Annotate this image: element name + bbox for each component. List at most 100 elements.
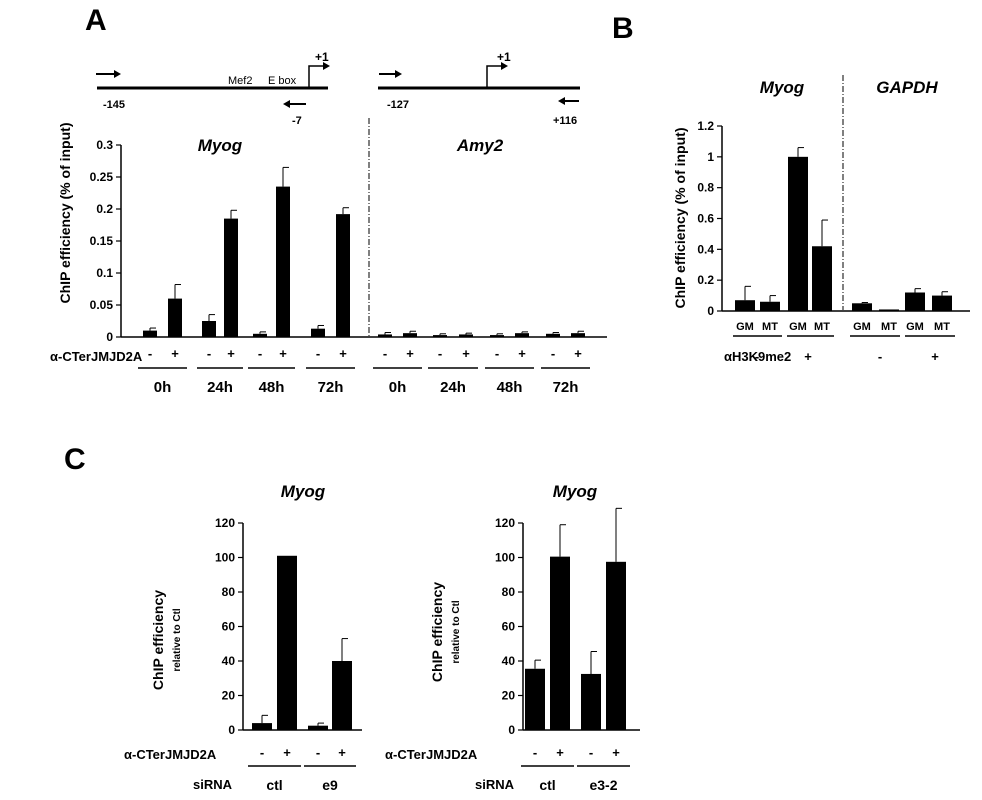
treatment-sign: - — [755, 349, 759, 364]
chart-b: ChIP efficiency (% of input) 00.20.40.60… — [672, 75, 970, 364]
amy2-right-coord: +116 — [553, 115, 577, 127]
chart-b-y-tick-label: 0.2 — [697, 273, 714, 287]
reverse-primer-arrow — [558, 97, 579, 105]
chart-a-bars — [143, 118, 585, 337]
treatment-sign: + — [406, 346, 414, 361]
chart-c-right-sirna-groups: ctl e3-2 — [521, 765, 630, 793]
chart-b-y-ticks: 0 0.2 0.4 0.6 0.8 1 1.2 — [697, 119, 970, 318]
treatment-sign: + — [518, 346, 526, 361]
chart-b-y-tick-label: 1 — [707, 150, 714, 164]
chart-c-right-y-ticks: 0 20 40 60 80 100 120 — [495, 516, 640, 737]
chart-b-y-tick-label: 0.8 — [697, 181, 714, 195]
chart-a-bar — [571, 333, 585, 337]
chart-c-right-y-tick-label: 80 — [502, 585, 516, 599]
chart-b-bar — [932, 295, 952, 311]
treatment-sign: - — [148, 346, 152, 361]
chart-b-conditions: GM MT GM MT GM MT GM MT — [733, 321, 955, 337]
condition-label: GM — [736, 321, 754, 333]
chart-c-right-bar — [550, 556, 570, 730]
chart-a-treatment-signs: - + - + - + - + - + - + - + - + — [148, 346, 582, 361]
chart-a-bar — [253, 333, 267, 337]
chart-c-right-treatment-signs: - + - + — [533, 745, 620, 760]
myog-right-coord: -7 — [292, 115, 302, 127]
timepoint-label: 24h — [440, 379, 466, 396]
chart-b-bar — [812, 246, 832, 311]
condition-label: GM — [906, 321, 924, 333]
chart-a-bar — [546, 333, 560, 337]
chart-c-left: Myog ChIP efficiency relative to Ctl 0 20… — [124, 482, 362, 793]
treatment-sign: + — [227, 346, 235, 361]
chart-a-bar — [311, 328, 325, 337]
treatment-sign: - — [316, 745, 320, 760]
chart-c-right-bar — [581, 673, 601, 730]
treatment-sign: - — [533, 745, 537, 760]
amy2-tss-label: +1 — [497, 50, 511, 64]
treatment-row-label: αH3K9me2 — [724, 349, 791, 364]
timepoint-label: 72h — [553, 379, 579, 396]
panel-c: C Myog ChIP efficiency relative to Ctl 0… — [64, 443, 640, 793]
chart-a-y-ticks: 0 0.05 0.1 0.15 0.2 0.25 0.3 — [90, 138, 607, 344]
treatment-sign: + — [279, 346, 287, 361]
chart-a-y-tick-label: 0.1 — [96, 266, 113, 280]
treatment-sign: - — [316, 346, 320, 361]
myog-left-coord: -145 — [103, 99, 125, 111]
chart-c-left-y-tick-label: 40 — [222, 654, 236, 668]
chart-b-bar — [879, 309, 899, 311]
chart-c-right-y-tick-label: 40 — [502, 654, 516, 668]
sirna-group-label: e3-2 — [589, 777, 617, 793]
treatment-sign: - — [260, 745, 264, 760]
condition-label: MT — [814, 321, 830, 333]
sirna-group-label: ctl — [266, 777, 282, 793]
condition-label: MT — [881, 321, 897, 333]
chart-a-bar — [459, 334, 473, 337]
chart-b-treatment-signs: - + - + — [755, 349, 939, 364]
chart-c-right-y-tick-label: 100 — [495, 551, 515, 565]
timepoint-label: 48h — [259, 379, 285, 396]
treatment-sign: - — [495, 346, 499, 361]
chart-b-bar — [852, 303, 872, 311]
timepoint-label: 48h — [497, 379, 523, 396]
timepoint-label: 24h — [207, 379, 233, 396]
chart-c-right-y-tick-label: 120 — [495, 516, 515, 530]
forward-primer-arrow — [379, 70, 402, 78]
condition-label: GM — [789, 321, 807, 333]
amy2-left-coord: -127 — [387, 99, 409, 111]
chart-a-bar — [378, 334, 392, 337]
sirna-row-label: siRNA — [193, 777, 233, 792]
treatment-sign: - — [438, 346, 442, 361]
treatment-sign: + — [556, 745, 564, 760]
chart-c-left-bar — [332, 661, 352, 730]
chart-b-y-tick-label: 1.2 — [697, 119, 714, 133]
gene-label-myog: Myog — [760, 78, 805, 97]
myog-promoter-schematic: +1 Mef2 E box -145 -7 — [96, 50, 330, 127]
chart-a-timepoints: 0h 24h 48h 72h 0h 24h 48h 72h — [138, 367, 590, 396]
chart-a-bar — [224, 218, 238, 337]
chart-c-left-bars — [252, 555, 352, 730]
chart-b-y-tick-label: 0.6 — [697, 212, 714, 226]
treatment-sign: + — [804, 349, 812, 364]
timepoint-label: 0h — [389, 379, 407, 396]
mef2-label: Mef2 — [228, 75, 252, 87]
chart-c-right-y-tick-label: 20 — [502, 689, 516, 703]
condition-label: GM — [853, 321, 871, 333]
chart-a-bar — [515, 333, 529, 337]
panel-a: A +1 Mef2 E box -145 -7 — [50, 4, 607, 396]
treatment-sign: - — [551, 346, 555, 361]
panel-b: B ChIP efficiency (% of input) 0 0.2 0.4 0.… — [612, 12, 970, 364]
treatment-sign: - — [878, 349, 882, 364]
treatment-sign: + — [462, 346, 470, 361]
treatment-row-label: α-CTerJMJD2A — [124, 747, 217, 762]
forward-primer-arrow — [96, 70, 121, 78]
myog-tss-label: +1 — [315, 50, 329, 64]
chart-a-ylabel: ChIP efficiency (% of input) — [57, 123, 73, 304]
treatment-sign: + — [338, 745, 346, 760]
chart-a-bar — [143, 330, 157, 337]
chart-a-bar — [276, 186, 290, 337]
chart-b-bar — [760, 301, 780, 311]
chart-a: ChIP efficiency (% of input) 0 0.05 0.1 0.1… — [50, 118, 607, 396]
treatment-sign: + — [931, 349, 939, 364]
chart-c-right-bars — [525, 507, 626, 730]
chart-b-ylabel: ChIP efficiency (% of input) — [672, 128, 688, 309]
chart-c-left-bar — [277, 555, 297, 730]
